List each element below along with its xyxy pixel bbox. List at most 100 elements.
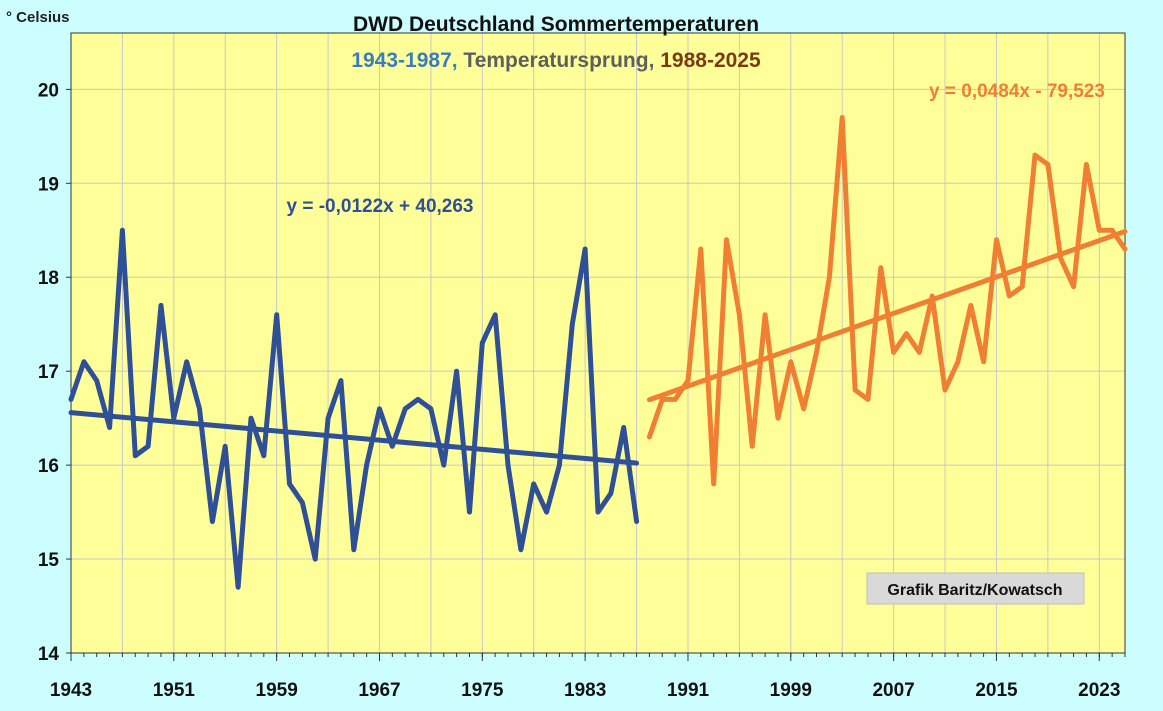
series-line-1988-2025 <box>646 115 1128 487</box>
data-point <box>133 453 138 458</box>
data-point <box>724 237 729 242</box>
credit-box: Grafik Baritz/Kowatsch <box>866 572 1085 605</box>
data-point <box>300 500 305 505</box>
data-point <box>454 368 459 374</box>
data-point <box>402 406 408 411</box>
trendline-1943-1987 <box>68 410 640 466</box>
data-point <box>685 378 691 383</box>
x-tick-label: 2015 <box>975 680 1018 701</box>
data-point <box>762 312 768 318</box>
data-point <box>621 425 626 430</box>
data-point <box>788 359 794 364</box>
data-point <box>608 491 614 496</box>
plot-area <box>71 33 1125 653</box>
data-point <box>955 359 961 364</box>
credit-text: Grafik Baritz/Kowatsch <box>887 582 1062 599</box>
data-point <box>248 415 254 421</box>
data-point <box>338 378 344 383</box>
x-tick-label: 1943 <box>50 680 92 701</box>
data-point <box>364 462 369 468</box>
data-point <box>492 312 498 318</box>
data-point <box>698 246 704 252</box>
data-point <box>184 359 189 364</box>
data-point <box>801 406 806 411</box>
data-point <box>929 293 935 299</box>
data-point <box>287 481 292 487</box>
data-point <box>672 397 678 402</box>
data-point <box>210 519 215 524</box>
data-point <box>94 378 99 383</box>
x-tick-label: 1967 <box>358 680 400 701</box>
data-point <box>1071 284 1076 289</box>
x-tick-label: 1959 <box>256 680 298 701</box>
data-point <box>557 462 562 468</box>
data-point <box>171 415 177 421</box>
data-point <box>158 303 164 308</box>
data-point <box>377 406 382 411</box>
data-point <box>467 509 472 515</box>
data-point <box>647 434 652 440</box>
x-tick-label: 2007 <box>872 680 914 701</box>
y-tick-label: 19 <box>38 174 59 195</box>
data-point <box>981 359 986 364</box>
x-tick-label: 1975 <box>461 680 504 701</box>
data-point <box>325 415 331 421</box>
x-tick-label: 1991 <box>667 680 710 701</box>
data-point <box>968 303 973 308</box>
subtitle-jump: Temperatursprung, <box>458 49 655 72</box>
data-point <box>994 237 999 242</box>
data-point <box>197 406 202 411</box>
subtitle-period-2: 1988-2025 <box>654 49 761 72</box>
data-point <box>904 331 909 336</box>
data-point <box>1084 162 1089 167</box>
data-point <box>81 359 87 364</box>
y-tick-label: 15 <box>38 550 60 571</box>
data-point <box>107 425 112 430</box>
y-axis-label: ° Celsius <box>6 9 70 26</box>
data-point <box>531 481 536 487</box>
data-point <box>1045 162 1051 167</box>
data-point <box>428 406 434 411</box>
data-point <box>595 509 601 515</box>
x-tick-label: 1983 <box>564 680 606 701</box>
y-axis: 14 15 16 17 18 19 20 <box>38 80 71 665</box>
x-tick-label: 2023 <box>1078 680 1120 701</box>
data-point <box>582 246 588 252</box>
data-point <box>415 397 421 402</box>
data-point <box>840 115 845 120</box>
data-point <box>544 509 549 515</box>
data-point <box>390 444 395 449</box>
data-point <box>1007 293 1012 299</box>
trendline-label-1988-2025: y = 0,0484x - 79,523 <box>929 81 1105 102</box>
trendline-label-1943-1987: y = -0,0122x + 40,263 <box>287 196 474 217</box>
subtitle-period-1: 1943-1987, <box>351 49 457 72</box>
data-point <box>1122 246 1128 252</box>
data-point <box>480 340 485 346</box>
data-point <box>1032 152 1038 158</box>
data-point <box>737 312 742 318</box>
data-point <box>942 387 948 393</box>
data-point <box>261 453 267 458</box>
series-lines <box>68 115 1128 590</box>
data-point <box>235 585 241 590</box>
data-point <box>775 415 781 421</box>
data-point <box>827 275 832 280</box>
data-point <box>223 444 228 449</box>
x-tick-label: 1951 <box>153 680 196 701</box>
data-point <box>878 265 883 271</box>
data-point <box>518 547 524 552</box>
data-point <box>750 444 755 449</box>
data-point <box>145 444 151 449</box>
data-point <box>1109 228 1115 233</box>
data-point <box>1019 284 1025 289</box>
y-tick-label: 17 <box>38 362 59 383</box>
data-point <box>570 322 575 327</box>
data-point <box>711 481 716 487</box>
data-point <box>865 397 871 402</box>
data-point <box>634 519 639 524</box>
chart-subtitle: 1943-1987, Temperatursprung, 1988-2025 <box>351 49 761 72</box>
data-point <box>68 397 74 402</box>
y-tick-label: 18 <box>38 268 59 289</box>
data-point <box>852 387 858 393</box>
